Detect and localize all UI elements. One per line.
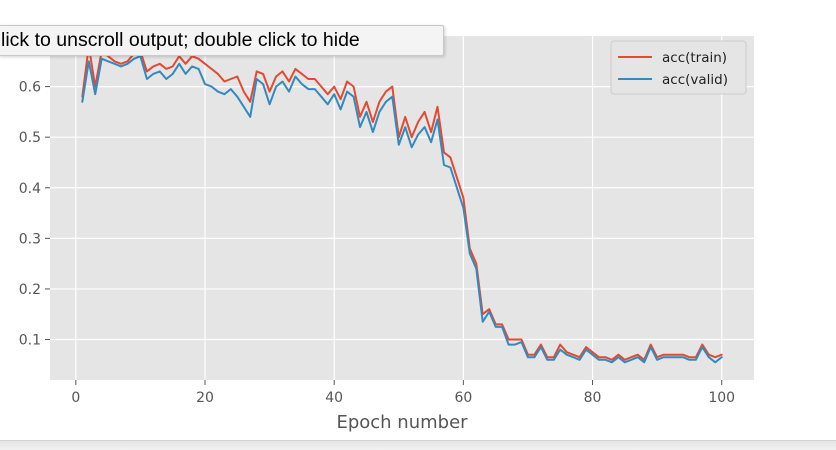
- y-tick-label: 0.3: [19, 231, 41, 247]
- y-tick-label: 0.2: [19, 282, 41, 298]
- series-lines: [81, 45, 723, 364]
- series-line-acc-train: [81, 45, 723, 361]
- y-axis-ticks: 0.1 0.2 0.3 0.4 0.5 0.6: [19, 80, 50, 349]
- x-tick-label: 40: [325, 390, 343, 406]
- series-line-acc-valid: [81, 55, 723, 364]
- output-scroll-tooltip[interactable]: lick to unscroll output; double click to…: [0, 25, 444, 56]
- x-tick-label: 80: [584, 390, 602, 406]
- legend-label-train: acc(train): [662, 50, 727, 66]
- x-tick-label: 60: [454, 390, 472, 406]
- x-tick-label: 0: [71, 390, 80, 406]
- x-axis-label: Epoch number: [336, 412, 468, 433]
- x-axis-ticks: 0 20 40 60 80 100: [71, 380, 735, 406]
- notebook-cell-bottom-border: [0, 440, 836, 450]
- y-tick-label: 0.4: [19, 181, 41, 197]
- x-tick-label: 20: [196, 390, 214, 406]
- x-tick-label: 100: [708, 390, 735, 406]
- legend-label-valid: acc(valid): [662, 72, 728, 88]
- y-tick-label: 0.5: [19, 130, 41, 146]
- legend: acc(train) acc(valid): [610, 40, 747, 95]
- y-tick-label: 0.6: [19, 80, 41, 96]
- legend-box: [610, 40, 747, 95]
- y-tick-label: 0.1: [19, 333, 41, 349]
